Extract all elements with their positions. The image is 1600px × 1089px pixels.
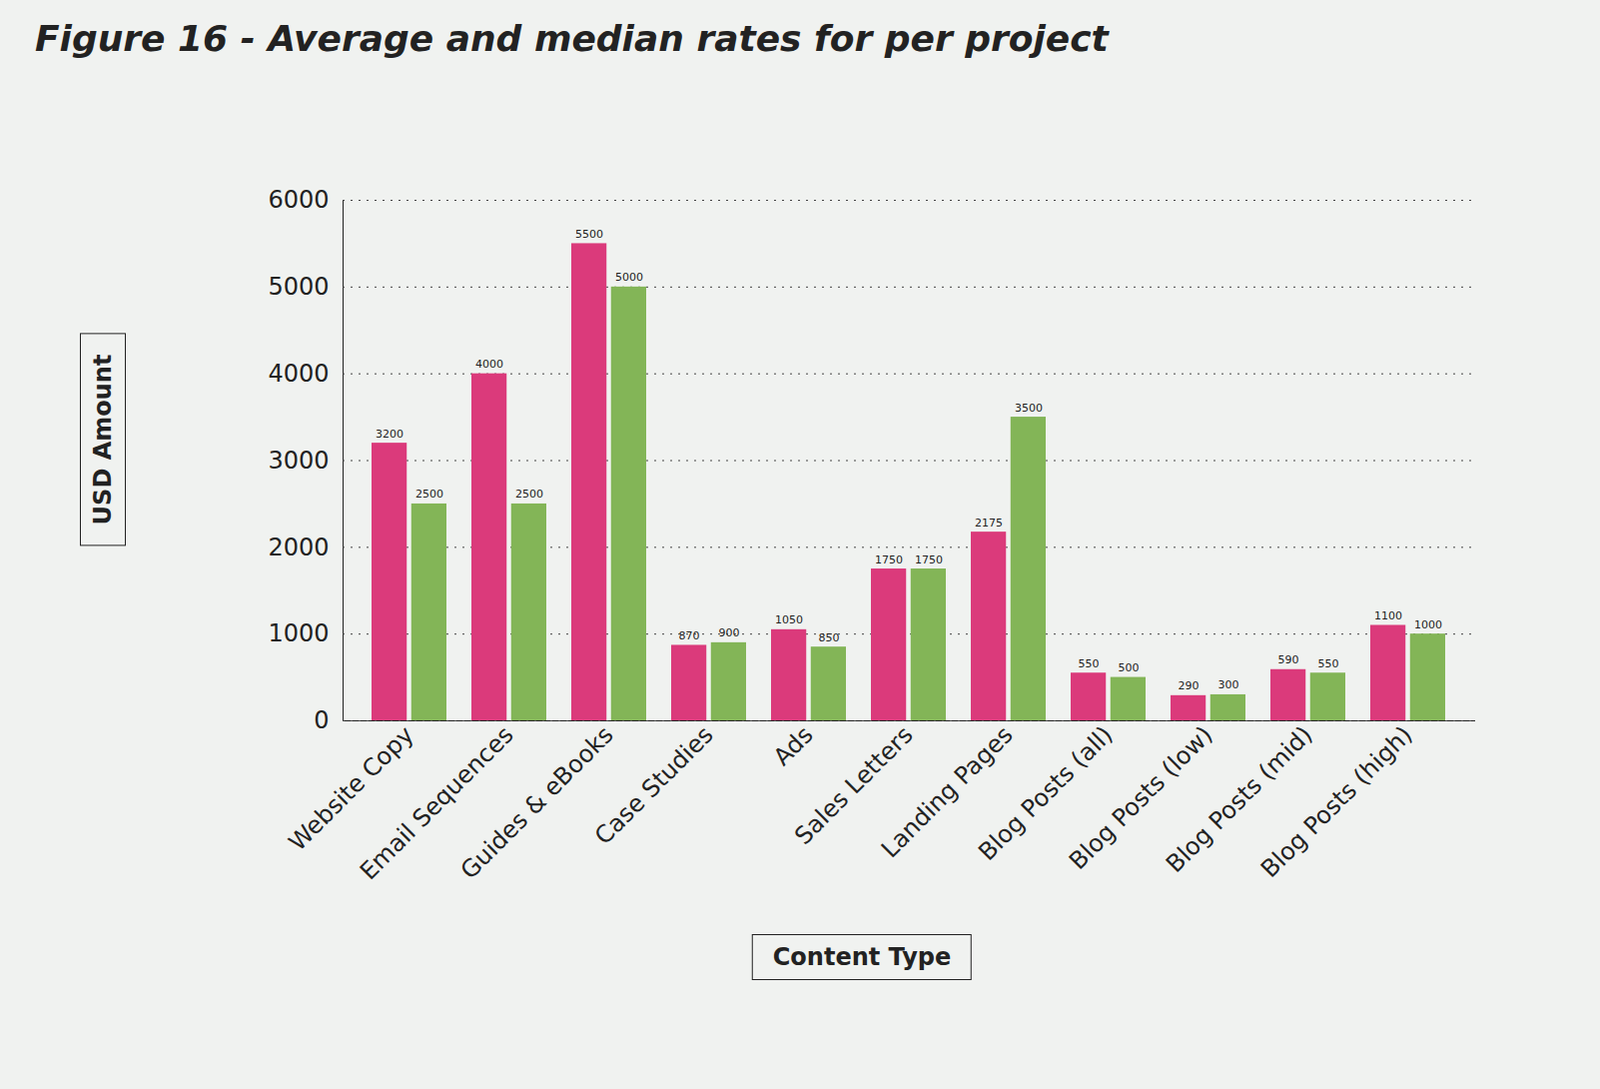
svg-text:Email Sequences: Email Sequences xyxy=(354,720,520,886)
svg-text:900: 900 xyxy=(718,626,740,640)
svg-text:5000: 5000 xyxy=(615,270,644,284)
svg-text:5500: 5500 xyxy=(575,227,604,241)
svg-text:3500: 3500 xyxy=(1014,401,1043,415)
svg-text:500: 500 xyxy=(1117,661,1139,675)
svg-text:3200: 3200 xyxy=(375,427,404,441)
svg-text:Blog Posts (low): Blog Posts (low) xyxy=(1063,720,1219,875)
svg-text:2500: 2500 xyxy=(415,487,444,501)
svg-text:590: 590 xyxy=(1278,653,1300,667)
svg-text:870: 870 xyxy=(679,629,701,643)
svg-text:Landing Pages: Landing Pages xyxy=(875,720,1019,864)
svg-text:Ads: Ads xyxy=(768,720,819,772)
html-text:USD Amount: USD Amount xyxy=(88,354,117,525)
svg-text:1000: 1000 xyxy=(267,619,329,648)
svg-text:Website Copy: Website Copy xyxy=(283,720,420,857)
svg-text:550: 550 xyxy=(1078,657,1100,671)
svg-text:550: 550 xyxy=(1317,657,1339,671)
svg-text:1750: 1750 xyxy=(914,553,943,567)
svg-text:Guides & eBooks: Guides & eBooks xyxy=(455,720,620,884)
svg-text:4000: 4000 xyxy=(475,357,504,371)
svg-text:300: 300 xyxy=(1217,678,1239,692)
html-text:Figure 16 - Average and median: Figure 16 - Average and median rates for… xyxy=(34,17,1109,59)
svg-text:2175: 2175 xyxy=(974,516,1003,530)
svg-text:290: 290 xyxy=(1178,679,1200,693)
svg-text:1750: 1750 xyxy=(874,553,903,567)
svg-text:2500: 2500 xyxy=(515,487,544,501)
svg-text:5000: 5000 xyxy=(267,272,329,301)
svg-text:Case Studies: Case Studies xyxy=(589,720,720,850)
svg-text:Blog Posts (all): Blog Posts (all) xyxy=(972,720,1119,866)
svg-text:1100: 1100 xyxy=(1374,609,1403,623)
svg-text:3000: 3000 xyxy=(267,446,329,475)
svg-text:2000: 2000 xyxy=(267,533,329,562)
svg-text:1050: 1050 xyxy=(775,613,803,627)
html-text:Content Type: Content Type xyxy=(772,942,952,971)
svg-text:Sales Letters: Sales Letters xyxy=(789,720,919,850)
svg-text:Blog Posts (mid): Blog Posts (mid) xyxy=(1160,720,1319,879)
svg-text:1000: 1000 xyxy=(1414,618,1443,632)
svg-text:Blog Posts (high): Blog Posts (high) xyxy=(1255,720,1419,883)
svg-text:0: 0 xyxy=(313,706,329,735)
svg-text:4000: 4000 xyxy=(267,359,329,388)
svg-text:6000: 6000 xyxy=(267,185,329,214)
svg-text:850: 850 xyxy=(817,631,839,645)
